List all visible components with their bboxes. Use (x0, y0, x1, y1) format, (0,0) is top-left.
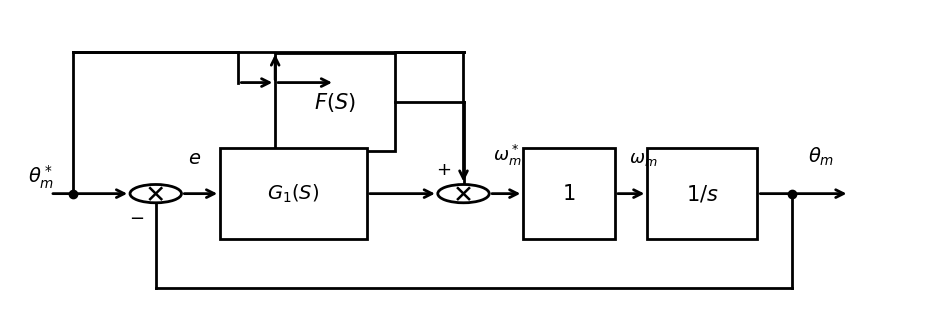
Text: $G_1(S)$: $G_1(S)$ (267, 183, 320, 205)
Text: $\omega_m$: $\omega_m$ (629, 149, 657, 168)
Text: $\theta_m^*$: $\theta_m^*$ (28, 163, 54, 191)
Text: $1$: $1$ (563, 184, 576, 204)
Text: $F(S)$: $F(S)$ (314, 91, 356, 114)
Text: $\omega_m^*$: $\omega_m^*$ (493, 142, 521, 168)
Text: $1/s$: $1/s$ (686, 183, 718, 204)
Text: $+$: $+$ (436, 161, 451, 179)
Bar (275, 53, 395, 151)
Bar (523, 148, 616, 240)
Text: $\theta_m$: $\theta_m$ (808, 145, 834, 168)
Bar (220, 148, 367, 240)
Circle shape (438, 185, 489, 203)
Circle shape (130, 185, 182, 203)
Bar (647, 148, 757, 240)
Text: $e$: $e$ (188, 149, 201, 168)
Text: $-$: $-$ (129, 208, 144, 226)
